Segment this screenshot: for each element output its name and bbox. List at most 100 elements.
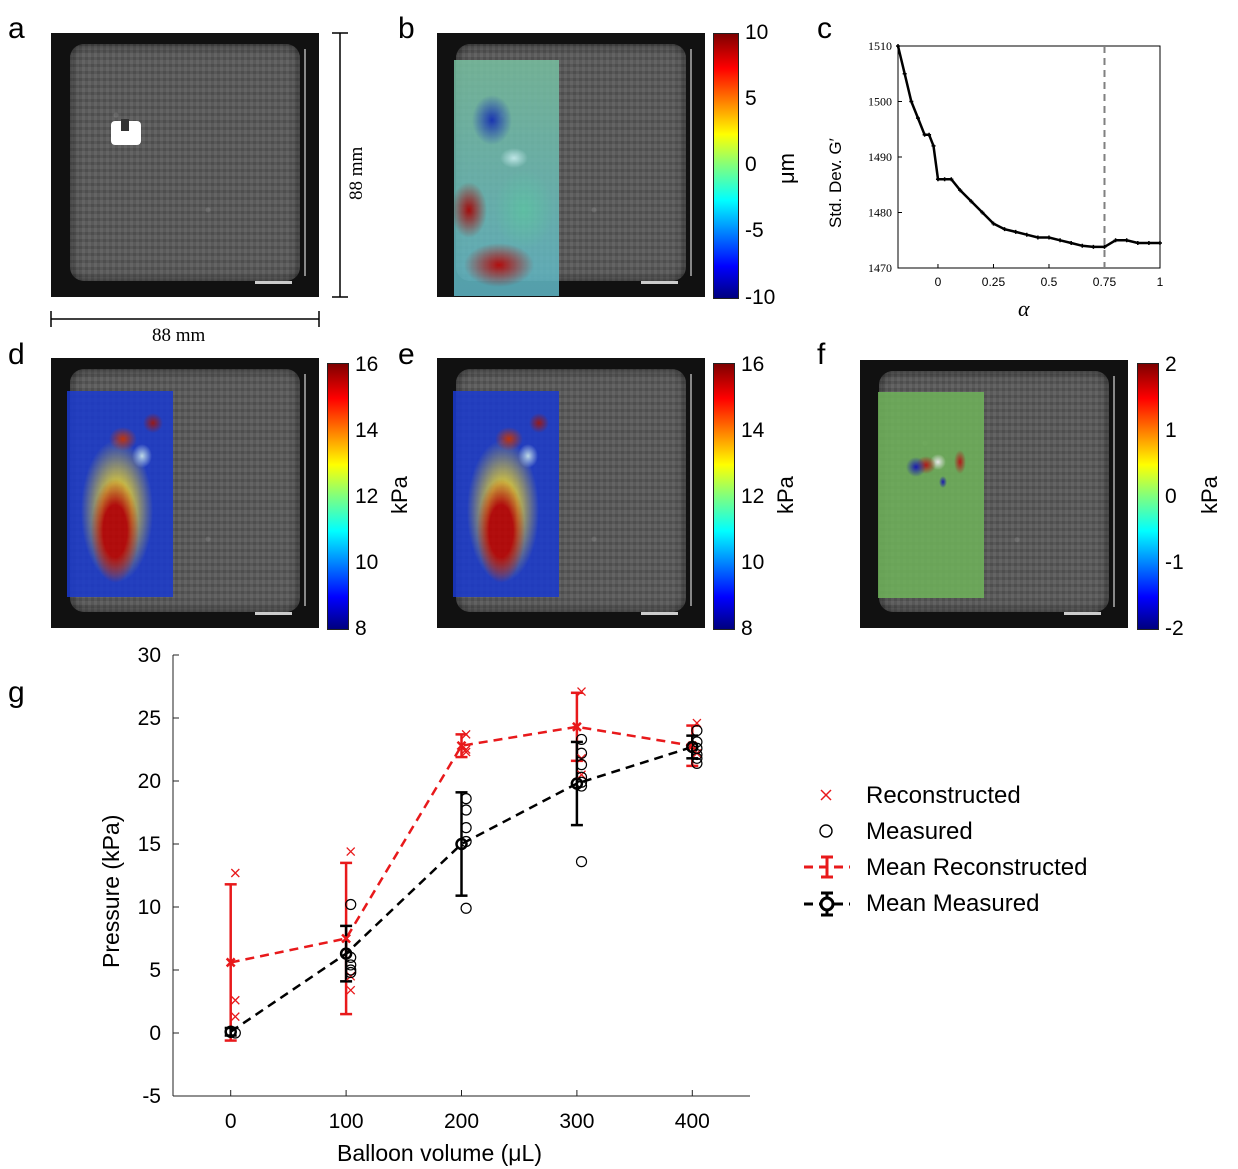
legend-marker-measured	[819, 824, 833, 838]
measured-point	[460, 902, 472, 914]
chart-c-point	[980, 210, 985, 215]
chart-c-xtick-label: 1	[1157, 275, 1164, 289]
chart-c-point	[1035, 235, 1040, 240]
colorbar-d-tick: 16	[355, 353, 379, 376]
colorbar-b-tick: 10	[745, 21, 769, 44]
measured-point	[575, 776, 588, 788]
measured-point	[345, 898, 357, 911]
measured-point	[691, 757, 703, 769]
chart-g-ytick-label: -5	[142, 1085, 161, 1108]
chart-c-point	[991, 221, 996, 226]
mri-image-e	[437, 358, 705, 628]
chart-c-point	[927, 132, 932, 137]
chart-c-point	[1124, 238, 1129, 243]
chart-g-xtick-label: 100	[329, 1110, 364, 1133]
colorbar-f	[1137, 363, 1159, 630]
chart-g-xtick-label: 0	[225, 1110, 237, 1133]
colorbar-b-tick: -10	[745, 286, 776, 309]
chart-c-point	[1013, 229, 1018, 234]
measured-point	[575, 780, 588, 792]
mri-image-f	[860, 360, 1128, 628]
chart-c-point	[1146, 241, 1151, 246]
mean-measured-point	[224, 1025, 237, 1038]
chart-g-ytick-label: 15	[138, 833, 161, 856]
colorbar-f-tick: 2	[1165, 353, 1177, 376]
chart-c-point	[1091, 244, 1096, 249]
chart-g-xtick-label: 300	[559, 1110, 594, 1133]
colorbar-d-tick: 10	[355, 551, 379, 574]
chart-c-xtick-label: 0.75	[1093, 275, 1117, 289]
chart-c-point	[922, 132, 927, 137]
chart-c-point	[915, 116, 920, 121]
chart-g-ytick-label: 30	[138, 644, 161, 667]
chart-c-point	[1102, 244, 1107, 249]
chart-c-point	[1046, 235, 1051, 240]
dimension-horizontal-label: 88 mm	[152, 325, 206, 346]
measured-point	[460, 793, 472, 805]
legend-marker-reconstructed	[820, 789, 832, 801]
panel-label-g: g	[8, 676, 25, 709]
chart-c-point	[1024, 232, 1029, 237]
chart-c-ytick-label: 1490	[868, 150, 892, 164]
chart-c-point	[931, 143, 936, 148]
stiffness-overlay-d	[67, 391, 173, 597]
chart-g-ytick-label: 20	[138, 770, 161, 793]
mean-reconstructed-point	[572, 721, 582, 732]
colorbar-e-tick: 8	[741, 617, 753, 640]
colorbar-d-tick: 8	[355, 617, 367, 640]
measured-point	[575, 856, 588, 868]
chart-c-point	[896, 44, 900, 48]
legend-marker-mean-reconstructed	[804, 855, 850, 879]
chart-c-point	[1069, 241, 1074, 246]
mri-image-a	[51, 33, 319, 297]
chart-c-point	[969, 199, 974, 204]
chart-c-point	[1158, 241, 1162, 246]
chart-g-ylabel: Pressure (kPa)	[98, 814, 124, 968]
panel-label-b: b	[398, 12, 415, 45]
chart-c-point	[1135, 241, 1140, 246]
chart-c-point	[1002, 227, 1007, 232]
legend-label-mean-reconstructed: Mean Reconstructed	[866, 854, 1088, 881]
measured-point	[691, 752, 703, 764]
difference-overlay-f	[878, 392, 984, 598]
colorbar-b	[713, 33, 739, 299]
chart-c-point	[902, 71, 907, 76]
colorbar-d-tick: 12	[355, 485, 379, 508]
chart-g-xtick-label: 200	[444, 1110, 479, 1133]
measured-point	[460, 835, 472, 848]
measured-point	[575, 733, 588, 746]
colorbar-e-tick: 12	[741, 485, 765, 508]
chart-c-xtick-label: 0.25	[982, 275, 1006, 289]
chart-c-ytick-label: 1470	[868, 261, 892, 275]
colorbar-f-tick: 1	[1165, 419, 1177, 442]
colorbar-f-tick: -2	[1165, 617, 1184, 640]
colorbar-e-tick: 16	[741, 353, 765, 376]
chart-g-ytick-label: 10	[138, 896, 161, 919]
legend-marker-mean-measured	[804, 891, 850, 917]
measured-point	[345, 959, 357, 971]
panel-label-d: d	[8, 338, 25, 371]
colorbar-e-tick: 14	[741, 419, 765, 442]
mri-image-d	[51, 358, 319, 628]
chart-c-ytick-label: 1500	[868, 95, 892, 109]
reconstructed-point	[230, 868, 240, 878]
colorbar-d-tick: 14	[355, 419, 379, 442]
chart-c-ytick-label: 1480	[868, 206, 892, 220]
panel-label-e: e	[398, 338, 415, 371]
colorbar-d	[327, 363, 349, 630]
mean-reconstructed-point	[225, 957, 236, 968]
chart-c-point	[1080, 243, 1085, 248]
chart-c-point	[1058, 238, 1063, 243]
measured-point	[345, 951, 357, 964]
colorbar-e	[713, 363, 735, 630]
chart-c-ytick-label: 1510	[868, 39, 892, 53]
chart-c-point	[949, 177, 954, 182]
panel-label-c: c	[817, 12, 832, 45]
legend-label-reconstructed: Reconstructed	[866, 782, 1021, 809]
displacement-overlay	[454, 60, 559, 296]
measured-point	[575, 771, 588, 783]
measured-point	[460, 804, 472, 816]
measured-point	[460, 822, 472, 834]
measured-point	[691, 736, 703, 748]
